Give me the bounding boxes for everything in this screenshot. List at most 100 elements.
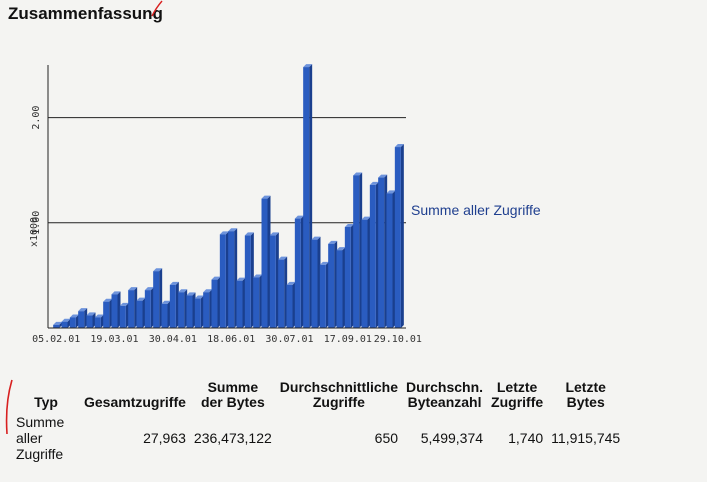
- bar-front: [169, 284, 176, 328]
- bar: [61, 318, 71, 328]
- bar-front: [278, 259, 285, 328]
- bar-front: [186, 295, 193, 328]
- bar-top: [244, 232, 254, 236]
- bar-side: [359, 172, 363, 328]
- bar: [119, 302, 129, 328]
- bar: [253, 274, 263, 328]
- bar-top: [186, 292, 196, 296]
- bar-front: [236, 280, 243, 328]
- bar-side: [159, 268, 163, 328]
- bar-front: [194, 298, 201, 328]
- bar-top: [336, 247, 346, 251]
- bar-front: [328, 243, 335, 328]
- red-pen-mark-left: [5, 379, 13, 435]
- bar-top: [161, 300, 171, 304]
- bar-side: [284, 256, 288, 328]
- bars: [53, 64, 404, 328]
- bar-front: [353, 175, 360, 328]
- bar-top: [203, 289, 213, 293]
- bar: [178, 289, 188, 328]
- bar-front: [261, 198, 268, 328]
- bar-front: [86, 315, 93, 328]
- bar: [53, 321, 63, 328]
- bar-front: [94, 317, 101, 328]
- bar-side: [375, 181, 379, 328]
- bar-front: [319, 264, 326, 328]
- bar-top: [369, 181, 379, 185]
- cell-durchschn-byteanzahl: 5,499,374: [420, 430, 484, 446]
- bar-side: [200, 295, 204, 328]
- bar-side: [309, 64, 313, 328]
- y-tick-label: 1.00: [31, 211, 42, 235]
- bar-front: [119, 305, 126, 328]
- bar: [69, 314, 79, 328]
- column-header-line: Summe: [207, 379, 259, 395]
- bar-top: [378, 174, 388, 178]
- column-header-line: Bytes: [566, 394, 605, 410]
- bar-front: [303, 67, 310, 328]
- bar: [336, 247, 346, 328]
- bar-top: [78, 308, 88, 312]
- x-tick-label: 17.09.01: [324, 334, 372, 345]
- bar-top: [111, 291, 121, 295]
- bar-side: [92, 312, 96, 328]
- bar: [353, 172, 363, 328]
- bar-front: [344, 227, 351, 328]
- bar-front: [269, 235, 276, 328]
- column-header: Durchschn. Byteanzahl: [402, 380, 487, 410]
- bar-side: [59, 321, 63, 328]
- bar-top: [311, 236, 321, 240]
- bar-top: [319, 261, 329, 265]
- bar-side: [234, 228, 238, 328]
- bar-side: [192, 292, 196, 328]
- column-header: Letzte Zugriffe: [487, 380, 547, 410]
- bar-side: [184, 289, 188, 328]
- bar-top: [361, 216, 371, 220]
- x-tick-label: 05.02.01: [32, 334, 80, 345]
- bar-top: [211, 276, 221, 280]
- bar-side: [100, 314, 104, 328]
- bar-chart: 1.00 2.00 05.02.01 19.03.01 30.04.01 18.06.0…: [29, 64, 541, 345]
- x-tick-label: 29.10.01: [374, 334, 422, 345]
- column-header-line: Durchschnittliche: [279, 379, 399, 395]
- red-pen-mark: [151, 0, 163, 17]
- bar-side: [392, 190, 396, 328]
- bar: [378, 174, 388, 328]
- bar-top: [344, 224, 354, 228]
- cell-gesamtzugriffe: 27,963: [143, 430, 186, 446]
- bar: [344, 224, 354, 328]
- bar-front: [136, 300, 143, 328]
- x-tick-label: 18.06.01: [207, 334, 255, 345]
- column-header-line: Typ: [34, 394, 58, 410]
- table-row: Summe aller Zugriffe 27,963 236,473,122 …: [12, 410, 624, 462]
- cell-durchschnittliche-zugriffe: 650: [374, 430, 399, 446]
- bar-front: [228, 231, 235, 328]
- bar: [194, 295, 204, 328]
- bar: [369, 181, 379, 328]
- bar-side: [75, 314, 79, 328]
- bar-front: [286, 284, 293, 328]
- table-header-row: Typ Gesamtzugriffe Summe der Bytes Durchschn…: [12, 380, 624, 410]
- bar-top: [294, 215, 304, 219]
- bar: [286, 281, 296, 328]
- bar: [219, 231, 229, 328]
- column-header: Letzte Bytes: [547, 380, 624, 410]
- cell-letzte-zugriffe: 1,740: [508, 430, 544, 446]
- bar-top: [353, 172, 363, 176]
- bar-front: [53, 324, 60, 328]
- bar-top: [278, 256, 288, 260]
- bar-top: [394, 144, 404, 148]
- bar: [244, 232, 254, 328]
- bar: [386, 190, 396, 328]
- bar-front: [244, 235, 251, 328]
- bar-top: [261, 195, 271, 199]
- bar-top: [103, 298, 113, 302]
- column-header-line: Letzte: [496, 379, 538, 395]
- bar-front: [219, 234, 226, 328]
- bar-front: [178, 292, 185, 328]
- column-header: Gesamtzugriffe: [80, 380, 190, 410]
- y-axis-label: x1000: [29, 217, 40, 247]
- bar-top: [169, 281, 179, 285]
- bar-top: [119, 302, 129, 306]
- bar-side: [209, 289, 213, 328]
